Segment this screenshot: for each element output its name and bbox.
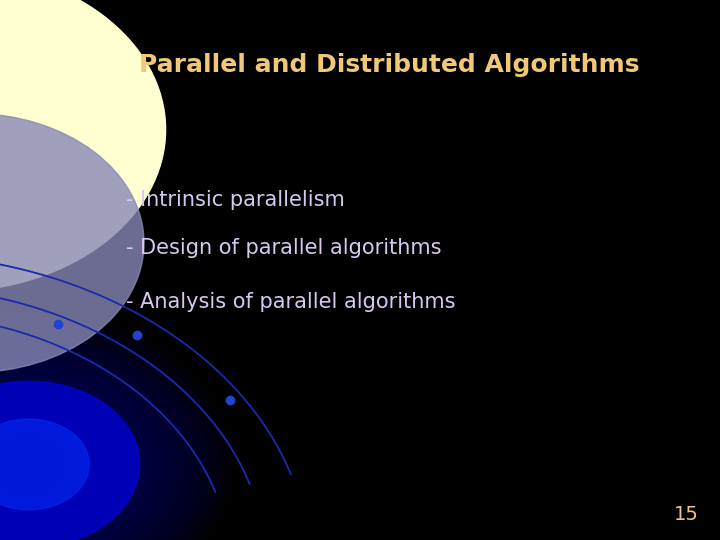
Circle shape: [0, 113, 144, 373]
Circle shape: [9, 449, 49, 480]
Text: - Design of parallel algorithms: - Design of parallel algorithms: [126, 238, 441, 259]
Circle shape: [19, 457, 39, 472]
Circle shape: [0, 419, 89, 510]
Text: - Analysis of parallel algorithms: - Analysis of parallel algorithms: [126, 292, 456, 313]
Circle shape: [24, 461, 34, 468]
Circle shape: [0, 381, 140, 540]
Text: 15: 15: [673, 505, 698, 524]
Circle shape: [0, 434, 69, 495]
Text: Parallel and Distributed Algorithms: Parallel and Distributed Algorithms: [138, 53, 639, 77]
Circle shape: [0, 419, 89, 510]
Circle shape: [0, 430, 74, 498]
Circle shape: [0, 415, 94, 514]
Circle shape: [14, 453, 44, 476]
Circle shape: [0, 427, 79, 502]
Circle shape: [0, 442, 59, 487]
Circle shape: [0, 423, 84, 506]
Circle shape: [0, 0, 166, 292]
Text: - Intrinsic parallelism: - Intrinsic parallelism: [126, 190, 345, 210]
Circle shape: [0, 438, 64, 491]
Circle shape: [4, 446, 54, 483]
